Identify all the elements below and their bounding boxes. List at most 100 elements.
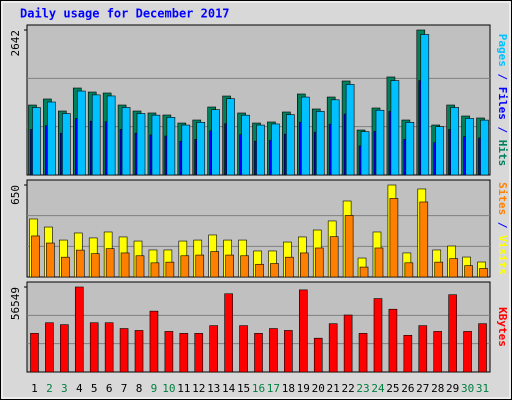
x-tick-label: 11 bbox=[177, 382, 190, 395]
bar bbox=[180, 255, 190, 278]
x-tick-label: 14 bbox=[222, 382, 236, 395]
bar bbox=[31, 235, 40, 278]
bar bbox=[91, 94, 101, 176]
bar bbox=[74, 286, 84, 373]
bar bbox=[210, 251, 219, 278]
bar bbox=[271, 123, 280, 176]
bar bbox=[419, 201, 429, 278]
bar bbox=[181, 124, 191, 176]
x-tick-label: 26 bbox=[401, 382, 414, 395]
bar bbox=[418, 325, 428, 373]
bar bbox=[89, 322, 99, 373]
bar bbox=[121, 107, 131, 176]
chart-title: Daily usage for December 2017 bbox=[20, 7, 230, 21]
bar bbox=[300, 252, 309, 278]
bar bbox=[375, 109, 385, 176]
bar bbox=[465, 118, 474, 176]
x-tick-label: 17 bbox=[267, 382, 280, 395]
x-tick-label: 29 bbox=[446, 382, 459, 395]
legend: Sites / Visits bbox=[496, 182, 509, 275]
bar bbox=[448, 294, 457, 373]
x-tick-label: 27 bbox=[416, 382, 429, 395]
bar bbox=[479, 268, 488, 278]
bar bbox=[241, 114, 250, 176]
bar bbox=[480, 119, 489, 176]
bar bbox=[420, 34, 430, 176]
bar bbox=[373, 298, 383, 373]
bar bbox=[254, 333, 263, 373]
bar bbox=[299, 289, 308, 373]
y-tick-label: 56549 bbox=[9, 287, 22, 320]
x-tick-label: 9 bbox=[151, 382, 158, 395]
bar bbox=[344, 215, 354, 278]
bar bbox=[76, 90, 86, 176]
x-tick-label: 13 bbox=[207, 382, 220, 395]
bar bbox=[32, 107, 41, 176]
x-tick-label: 20 bbox=[312, 382, 325, 395]
bar bbox=[106, 95, 116, 176]
bar bbox=[150, 262, 160, 278]
bar bbox=[151, 114, 161, 176]
bar bbox=[119, 328, 129, 373]
bar bbox=[47, 101, 56, 176]
bar bbox=[269, 328, 278, 373]
bar bbox=[135, 255, 145, 278]
bar bbox=[75, 249, 85, 278]
bar bbox=[284, 330, 293, 373]
bar bbox=[343, 314, 353, 373]
bar bbox=[211, 109, 220, 176]
x-tick-label: 31 bbox=[476, 382, 489, 395]
legend-entry: Hits bbox=[496, 140, 509, 167]
bar bbox=[464, 265, 473, 278]
x-tick-label: 6 bbox=[106, 382, 113, 395]
bar bbox=[224, 293, 233, 373]
bar bbox=[404, 262, 414, 278]
bar bbox=[225, 254, 234, 278]
bar bbox=[434, 261, 444, 278]
bar bbox=[389, 198, 399, 278]
bar bbox=[105, 248, 115, 278]
bar bbox=[60, 324, 69, 373]
bar bbox=[134, 330, 144, 373]
x-tick-label: 21 bbox=[327, 382, 340, 395]
x-tick-label: 8 bbox=[136, 382, 143, 395]
bar bbox=[255, 263, 264, 278]
x-tick-label: 4 bbox=[76, 382, 83, 395]
bar bbox=[449, 258, 458, 278]
bar bbox=[270, 263, 279, 278]
bar bbox=[358, 333, 368, 373]
x-tick-label: 1 bbox=[31, 382, 38, 395]
bar bbox=[286, 114, 295, 176]
bar bbox=[45, 322, 54, 373]
bar bbox=[240, 255, 249, 278]
bar bbox=[405, 122, 415, 176]
x-tick-label: 15 bbox=[237, 382, 250, 395]
bar bbox=[61, 256, 70, 278]
x-tick-label: 22 bbox=[341, 382, 354, 395]
bar bbox=[179, 333, 189, 373]
bar bbox=[478, 323, 487, 373]
bar bbox=[390, 80, 400, 176]
y-tick-label: 650 bbox=[9, 185, 22, 205]
x-tick-label: 18 bbox=[282, 382, 295, 395]
bar bbox=[345, 84, 355, 176]
x-tick-label: 16 bbox=[252, 382, 265, 395]
x-tick-label: 30 bbox=[461, 382, 474, 395]
legend-separator: / bbox=[496, 67, 509, 87]
legend: KBytes bbox=[496, 307, 509, 347]
bar bbox=[30, 333, 39, 373]
x-tick-label: 7 bbox=[121, 382, 128, 395]
bar bbox=[285, 256, 294, 278]
bar bbox=[164, 331, 174, 373]
bar bbox=[136, 113, 146, 176]
x-tick-label: 10 bbox=[162, 382, 175, 395]
x-tick-label: 25 bbox=[386, 382, 399, 395]
bar bbox=[209, 325, 218, 373]
x-tick-label: 12 bbox=[192, 382, 205, 395]
legend-entry: Sites bbox=[496, 182, 509, 215]
legend-entry: KBytes bbox=[496, 307, 509, 347]
x-tick-label: 5 bbox=[91, 382, 98, 395]
bar bbox=[328, 323, 338, 373]
x-tick-label: 2 bbox=[46, 382, 53, 395]
